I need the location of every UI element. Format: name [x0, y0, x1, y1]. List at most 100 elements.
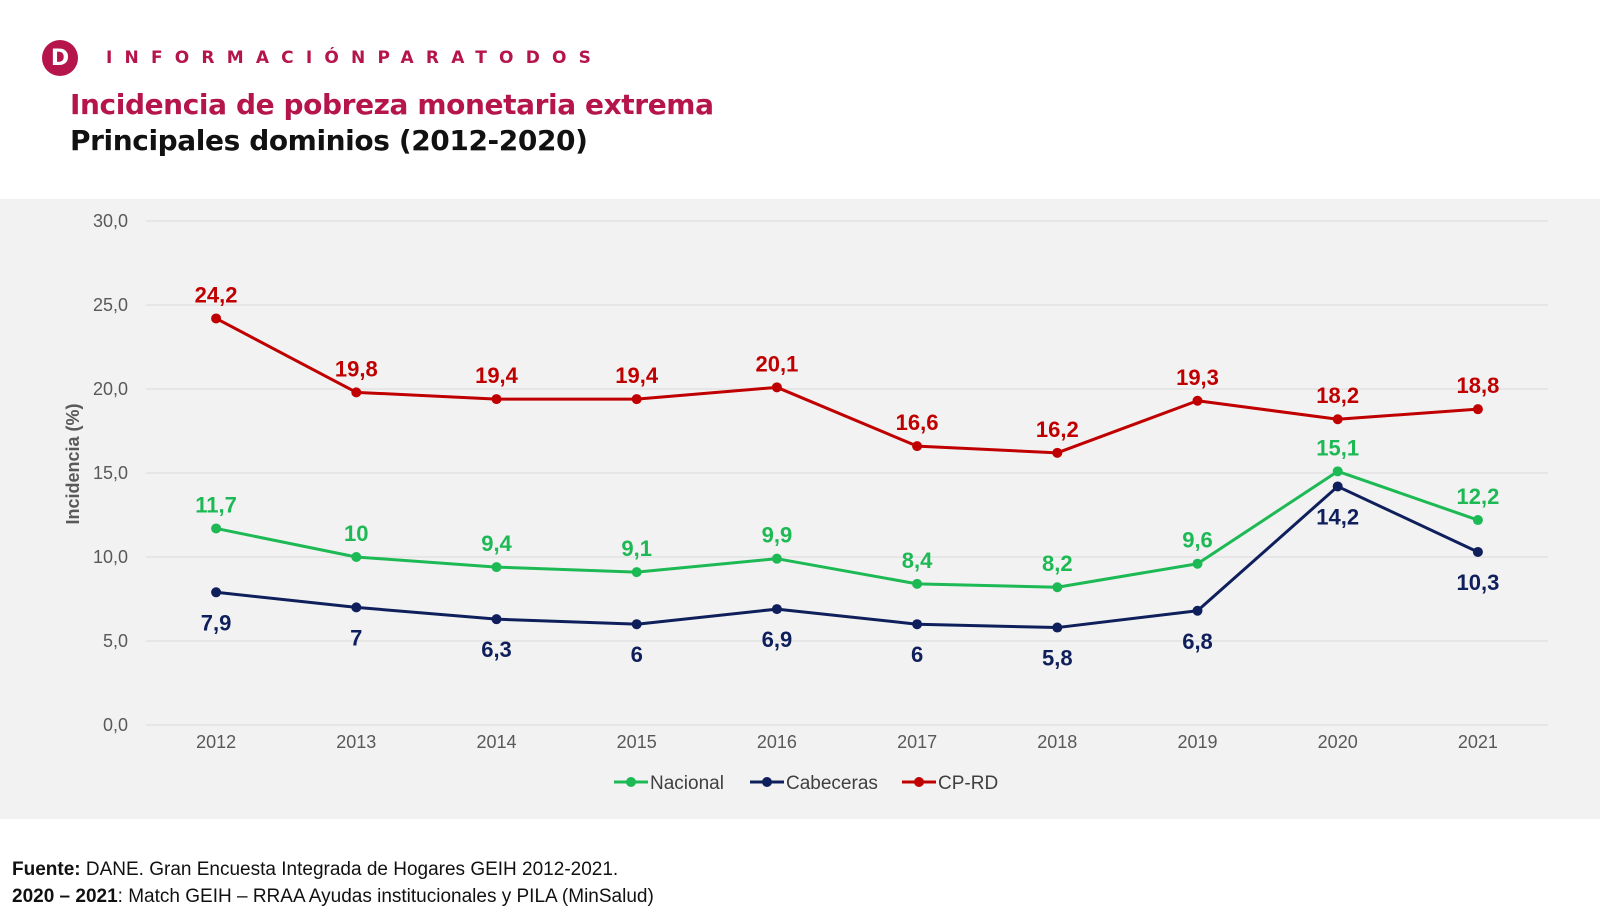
- y-tick-label: 10,0: [93, 547, 128, 567]
- data-point: [631, 567, 642, 578]
- legend-entry: Cabeceras: [786, 773, 878, 794]
- data-label: 19,3: [1176, 365, 1219, 390]
- data-label: 7,9: [201, 610, 232, 635]
- data-label: 19,4: [615, 363, 659, 388]
- series-line: [215, 469, 1479, 589]
- data-label: 5,8: [1042, 646, 1073, 671]
- chart-title: Incidencia de pobreza monetaria extrema: [70, 88, 714, 121]
- legend-entry: Nacional: [650, 773, 724, 794]
- data-label: 9,4: [481, 531, 512, 556]
- legend-entry: CP-RD: [938, 773, 998, 794]
- data-label: 6,9: [762, 627, 793, 652]
- data-label: 7: [350, 625, 362, 650]
- data-label: 16,2: [1036, 417, 1079, 442]
- data-point: [1052, 622, 1063, 633]
- legend-marker: [762, 777, 772, 787]
- source-line: Fuente: DANE. Gran Encuesta Integrada de…: [12, 856, 654, 883]
- legend-marker: [914, 777, 924, 787]
- legend-marker: [626, 777, 636, 787]
- data-point: [1332, 414, 1343, 425]
- data-label: 6: [911, 642, 923, 667]
- data-label: 20,1: [755, 351, 798, 376]
- chart-subtitle: Principales dominios (2012-2020): [70, 124, 588, 157]
- x-tick-label: 2015: [617, 732, 657, 752]
- series-line: [215, 484, 1479, 630]
- data-point: [211, 313, 222, 324]
- y-tick-label: 25,0: [93, 295, 128, 315]
- data-label: 9,1: [621, 536, 652, 561]
- x-tick-label: 2021: [1458, 732, 1498, 752]
- data-point: [771, 553, 782, 564]
- data-point: [1192, 605, 1203, 616]
- data-point: [351, 552, 362, 562]
- data-label: 18,8: [1456, 373, 1499, 398]
- series-line: [215, 317, 1479, 455]
- x-tick-label: 2016: [757, 732, 797, 752]
- data-label: 11,7: [195, 492, 237, 517]
- data-label: 19,4: [475, 363, 519, 388]
- data-label: 14,2: [1316, 504, 1359, 529]
- x-tick-label: 2012: [196, 732, 236, 752]
- source-note: Fuente: DANE. Gran Encuesta Integrada de…: [12, 856, 654, 910]
- x-tick-label: 2014: [476, 732, 516, 752]
- data-point: [351, 602, 362, 613]
- data-point: [211, 523, 222, 534]
- data-label: 8,4: [902, 548, 933, 573]
- data-point: [351, 387, 362, 398]
- source-label: Fuente:: [12, 859, 81, 880]
- data-point: [491, 614, 502, 625]
- data-point: [771, 382, 782, 393]
- data-label: 24,2: [195, 282, 238, 307]
- logo-icon: D: [42, 40, 78, 76]
- data-point: [211, 587, 222, 598]
- data-label: 9,6: [1182, 528, 1213, 553]
- x-tick-label: 2019: [1177, 732, 1217, 752]
- data-point: [912, 441, 923, 452]
- note-text: : Match GEIH – RRAA Ayudas institucional…: [117, 886, 654, 907]
- data-point: [1472, 404, 1483, 415]
- note-label: 2020 – 2021: [12, 886, 118, 907]
- data-point: [1052, 447, 1063, 458]
- data-point: [1052, 582, 1063, 593]
- line-chart: 0,0 5,0 10,0 15,0 20,0 25,0 30,0 2012 2013 2014 20…: [63, 211, 1548, 794]
- source-note-line: 2020 – 2021: Match GEIH – RRAA Ayudas in…: [12, 883, 654, 910]
- data-label: 8,2: [1042, 551, 1073, 576]
- brand-header: D INFORMACIÓNPARATODOS: [42, 40, 603, 76]
- data-label: 9,9: [762, 523, 793, 548]
- data-label: 6,3: [481, 637, 512, 662]
- data-label: 15,1: [1316, 435, 1359, 460]
- y-tick-label: 20,0: [93, 379, 128, 399]
- y-tick-label: 15,0: [93, 463, 128, 483]
- data-point: [631, 619, 642, 630]
- data-label: 10,3: [1456, 570, 1499, 595]
- data-label: 18,2: [1316, 383, 1359, 408]
- data-point: [491, 394, 502, 405]
- chart-panel: 0,0 5,0 10,0 15,0 20,0 25,0 30,0 2012 2013 2014 20…: [0, 199, 1600, 819]
- data-point: [1192, 558, 1203, 569]
- data-label: 10: [344, 521, 368, 546]
- brand-tagline: INFORMACIÓNPARATODOS: [106, 48, 604, 68]
- x-tick-label: 2017: [897, 732, 937, 752]
- data-point: [1332, 466, 1343, 477]
- x-tick-label: 2013: [336, 732, 376, 752]
- data-point: [1472, 515, 1483, 526]
- x-tick-label: 2020: [1318, 732, 1358, 752]
- data-point: [912, 578, 923, 589]
- data-label: 12,2: [1456, 484, 1499, 509]
- data-label: 6: [631, 642, 643, 667]
- data-label: 16,6: [896, 410, 939, 435]
- y-tick-label: 0,0: [103, 715, 128, 735]
- y-tick-label: 5,0: [103, 631, 128, 651]
- data-point: [1472, 546, 1483, 557]
- data-label: 6,8: [1182, 629, 1213, 654]
- data-point: [771, 604, 782, 615]
- data-point: [912, 619, 923, 630]
- data-point: [1192, 395, 1203, 406]
- y-tick-label: 30,0: [93, 211, 128, 231]
- y-axis-label: Incidencia (%): [63, 403, 83, 524]
- data-point: [1332, 481, 1343, 492]
- source-text: DANE. Gran Encuesta Integrada de Hogares…: [80, 859, 619, 880]
- x-tick-label: 2018: [1037, 732, 1077, 752]
- data-label: 19,8: [335, 356, 378, 381]
- data-point: [631, 394, 642, 405]
